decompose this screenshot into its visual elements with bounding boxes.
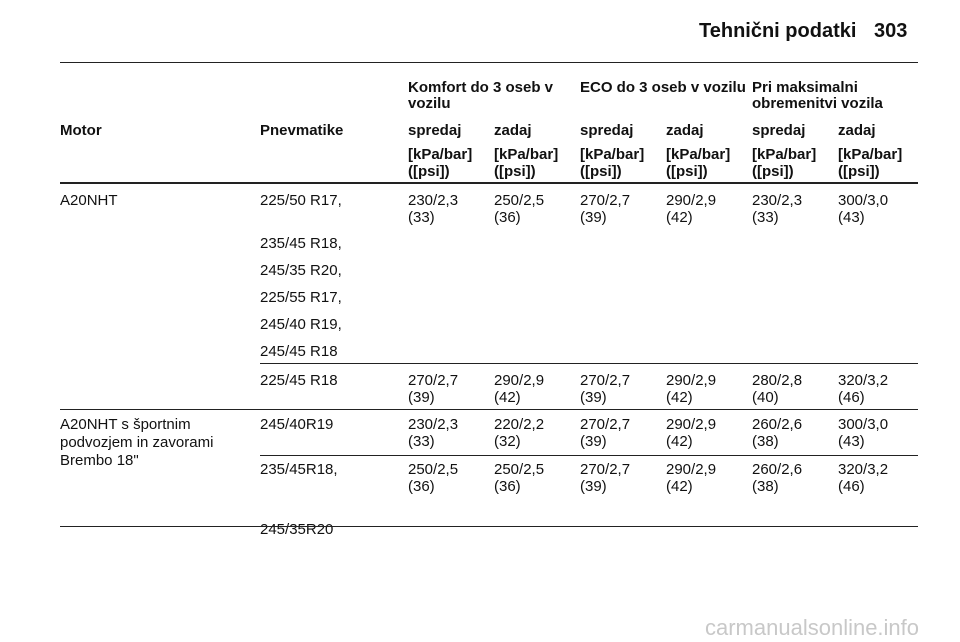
pressure: (33) [408, 209, 435, 226]
page-title: Tehnični podatki [699, 20, 857, 42]
pressure: (42) [666, 209, 693, 226]
column-header: zadaj [666, 122, 704, 139]
pressure: (38) [752, 433, 779, 450]
rule [260, 363, 918, 364]
pressure: 290/2,9 [666, 372, 717, 389]
pressure: 260/2,6 [752, 416, 803, 433]
column-header: Pnevmatike [260, 122, 344, 139]
tire-size: 245/35R20 [260, 521, 334, 538]
pressure: 290/2,9 [666, 416, 717, 433]
column-header: spredaj [752, 122, 806, 139]
group-header: ECO do 3 oseb v vozilu [580, 79, 746, 96]
unit-label: ([psi]) [666, 163, 708, 180]
pressure: (36) [494, 478, 521, 495]
rule [60, 182, 918, 184]
motor: Brembo 18" [60, 452, 139, 469]
pressure: (42) [494, 389, 521, 406]
pressure: 230/2,3 [408, 192, 459, 209]
unit-label: [kPa/bar] [666, 146, 731, 163]
pressure: 230/2,3 [752, 192, 803, 209]
pressure: 300/3,0 [838, 192, 889, 209]
pressure: (42) [666, 433, 693, 450]
pressure: (43) [838, 209, 865, 226]
watermark: carmanualsonline.info [705, 615, 920, 640]
unit-label: ([psi]) [752, 163, 794, 180]
rule [60, 526, 918, 527]
pressure: (39) [580, 433, 607, 450]
tire-size: 235/45 R18, [260, 235, 342, 252]
rule [60, 409, 918, 410]
unit-label: [kPa/bar] [580, 146, 645, 163]
motor: A20NHT s športnim [60, 416, 191, 433]
unit-label: ([psi]) [408, 163, 450, 180]
page-number: 303 [874, 20, 908, 42]
pressure: 290/2,9 [666, 192, 717, 209]
tire-size: 225/55 R17, [260, 289, 342, 306]
pressure: (33) [752, 209, 779, 226]
pressure: 270/2,7 [580, 461, 631, 478]
tire-size: 225/45 R18 [260, 372, 338, 389]
tire-size: 235/45R18, [260, 461, 338, 478]
pressure: (38) [752, 478, 779, 495]
column-header: spredaj [580, 122, 634, 139]
pressure: (46) [838, 478, 865, 495]
pressure: (39) [580, 389, 607, 406]
column-header: zadaj [838, 122, 876, 139]
pressure: 280/2,8 [752, 372, 803, 389]
pressure: 220/2,2 [494, 416, 545, 433]
pressure: (39) [580, 209, 607, 226]
pressure: 320/3,2 [838, 461, 889, 478]
unit-label: [kPa/bar] [408, 146, 473, 163]
pressure: 250/2,5 [494, 192, 545, 209]
unit-label: ([psi]) [580, 163, 622, 180]
pressure: (46) [838, 389, 865, 406]
pressure: 290/2,9 [494, 372, 545, 389]
motor: A20NHT [60, 192, 118, 209]
group-header: Pri maksimalni obremenitvi vozila [752, 79, 883, 112]
pressure: 270/2,7 [408, 372, 459, 389]
pressure: 260/2,6 [752, 461, 803, 478]
pressure: 290/2,9 [666, 461, 717, 478]
column-header: spredaj [408, 122, 462, 139]
unit-label: [kPa/bar] [494, 146, 559, 163]
pressure: (42) [666, 389, 693, 406]
tire-size: 245/35 R20, [260, 262, 342, 279]
unit-label: ([psi]) [838, 163, 880, 180]
rule [60, 62, 918, 63]
group-header: Komfort do 3 oseb v vozilu [408, 79, 554, 112]
pressure: (32) [494, 433, 521, 450]
pressure: (36) [494, 209, 521, 226]
tire-size: 245/40R19 [260, 416, 334, 433]
pressure: 270/2,7 [580, 416, 631, 433]
pressure: (43) [838, 433, 865, 450]
rule [260, 455, 918, 456]
pressure: 300/3,0 [838, 416, 889, 433]
pressure: (42) [666, 478, 693, 495]
pressure: 270/2,7 [580, 192, 631, 209]
pressure: 250/2,5 [494, 461, 545, 478]
unit-label: [kPa/bar] [838, 146, 903, 163]
pressure: (39) [408, 389, 435, 406]
pressure: 230/2,3 [408, 416, 459, 433]
pressure: (39) [580, 478, 607, 495]
tire-size: 245/40 R19, [260, 316, 342, 333]
tire-size: 245/45 R18 [260, 343, 338, 360]
pressure: (40) [752, 389, 779, 406]
pressure: (33) [408, 433, 435, 450]
column-header: zadaj [494, 122, 532, 139]
pressure: 250/2,5 [408, 461, 459, 478]
pressure: 270/2,7 [580, 372, 631, 389]
tire-size: 225/50 R17, [260, 192, 342, 209]
pressure: (36) [408, 478, 435, 495]
column-header: Motor [60, 122, 102, 139]
motor: podvozjem in zavorami [60, 434, 214, 451]
unit-label: [kPa/bar] [752, 146, 817, 163]
unit-label: ([psi]) [494, 163, 536, 180]
pressure: 320/3,2 [838, 372, 889, 389]
